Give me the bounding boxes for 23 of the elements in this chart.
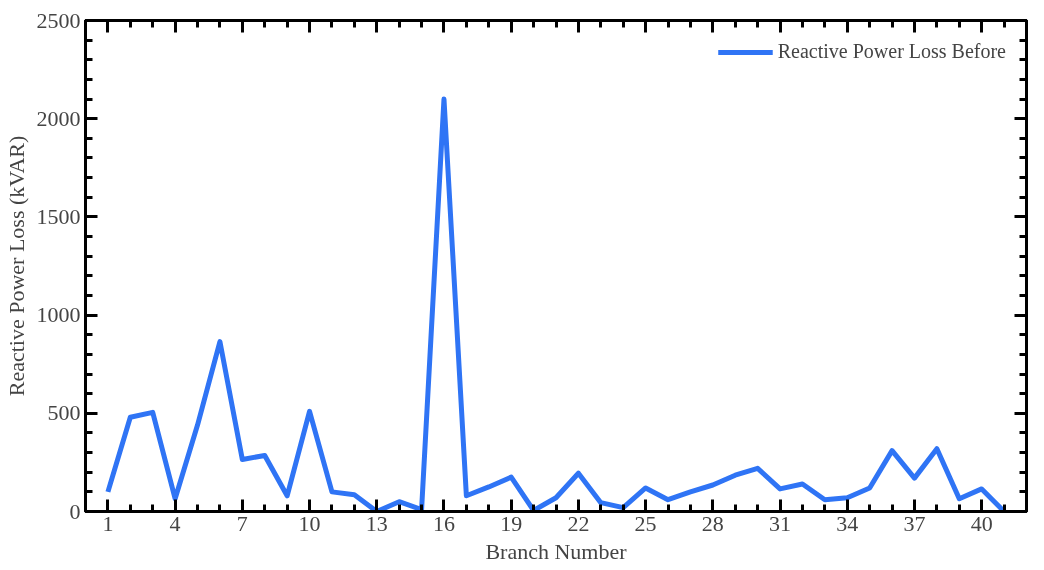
x-tick-label: 1: [102, 510, 114, 536]
y-tick-label: 1500: [36, 203, 81, 229]
y-tick-label: 1000: [36, 302, 81, 328]
y-tick-label: 0: [69, 498, 81, 524]
x-tick-label: 34: [836, 510, 859, 536]
x-axis-title: Branch Number: [485, 538, 628, 564]
x-tick-label: 22: [567, 510, 590, 536]
x-tick-label: 10: [298, 510, 321, 536]
x-tick-label: 4: [169, 510, 181, 536]
y-tick-label: 500: [47, 400, 81, 426]
x-tick-label: 28: [701, 510, 724, 536]
y-tick-label: 2000: [36, 105, 81, 131]
x-tick-label: 40: [970, 510, 993, 536]
x-tick-label: 16: [432, 510, 455, 536]
x-tick-label: 13: [365, 510, 388, 536]
y-tick-label: 2500: [36, 7, 81, 33]
x-tick-label: 7: [236, 510, 248, 536]
x-tick-label: 19: [500, 510, 523, 536]
x-tick-label: 31: [769, 510, 792, 536]
y-axis-title: Reactive Power Loss (kVAR): [3, 135, 29, 397]
x-tick-label: 37: [903, 510, 926, 536]
legend-label: Reactive Power Loss Before: [777, 40, 1006, 63]
x-tick-label: 25: [634, 510, 657, 536]
